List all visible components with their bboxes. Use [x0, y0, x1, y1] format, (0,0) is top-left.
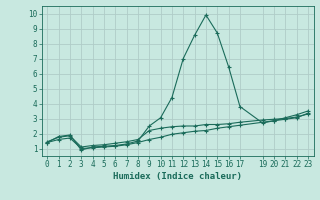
X-axis label: Humidex (Indice chaleur): Humidex (Indice chaleur) — [113, 172, 242, 181]
